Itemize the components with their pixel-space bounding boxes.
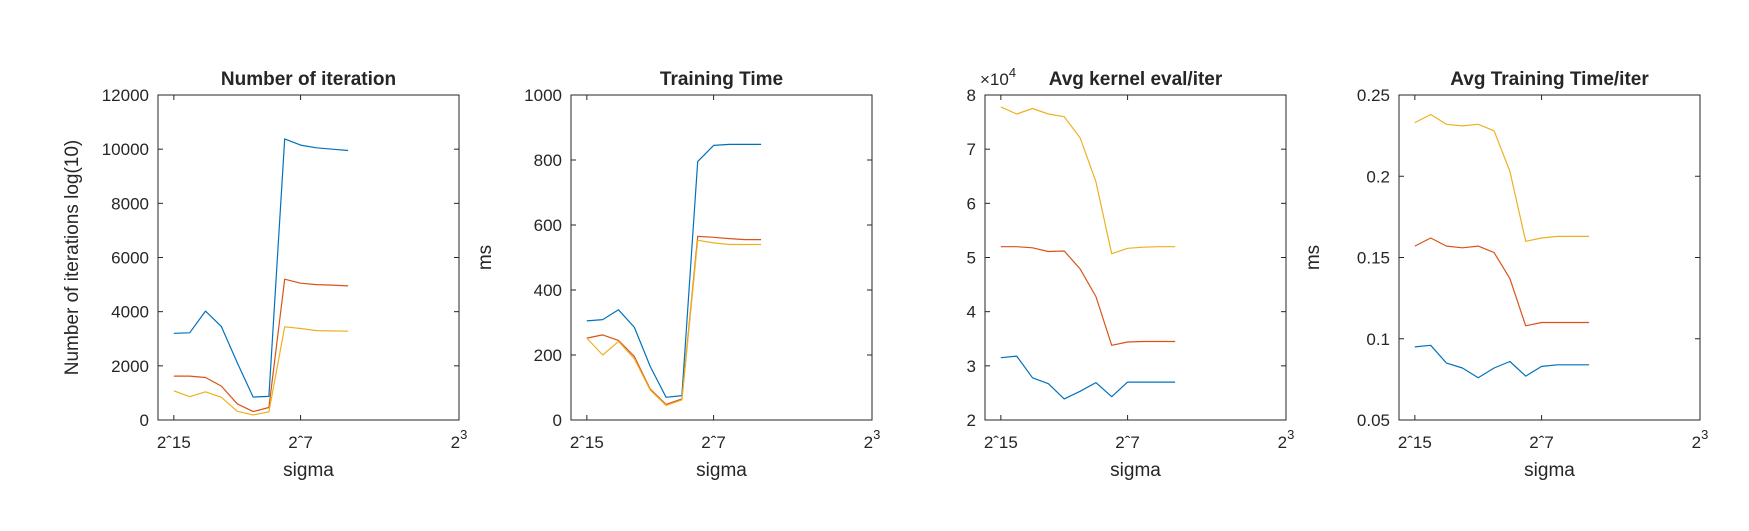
x-tick-label: 2ˆ7 — [1115, 433, 1140, 452]
series-line-3 — [586, 239, 762, 406]
y-tick-label: 400 — [534, 281, 562, 300]
chart-title: Avg kernel eval/iter — [1049, 69, 1223, 90]
axis-exponent-label: ×104 — [980, 65, 1016, 89]
series-line-2 — [173, 278, 349, 413]
y-tick-label: 3 — [967, 357, 976, 376]
y-tick-label: 0 — [140, 411, 149, 430]
chart-title: Number of iteration — [221, 69, 396, 90]
series-line-2 — [1414, 237, 1590, 327]
chart-panel-2: 0 200 400 600 800 1000 2ˆ15 2ˆ7 23 Training Time s… — [475, 69, 880, 481]
chart-panel-4: 0.05 0.1 0.15 0.2 0.25 2ˆ15 2ˆ7 23 Avg Training … — [1303, 69, 1708, 481]
y-tick-label: 6 — [967, 194, 976, 213]
y-tick-label: 4 — [967, 303, 976, 322]
x-axis-label: sigma — [1110, 460, 1161, 481]
series-line-3 — [1414, 113, 1590, 242]
y-tick-label: 0 — [553, 411, 562, 430]
y-tick-label: 0.05 — [1357, 411, 1390, 430]
series-line-1 — [586, 143, 762, 398]
x-tick-label: 2ˆ15 — [157, 433, 191, 452]
y-tick-label: 5 — [967, 249, 976, 268]
y-tick-label: 0.2 — [1366, 167, 1390, 186]
y-tick-label: 0.1 — [1366, 330, 1390, 349]
chart-title: Avg Training Time/iter — [1450, 69, 1649, 90]
series-line-2 — [1000, 246, 1176, 346]
x-tick-label: 2ˆ7 — [288, 433, 313, 452]
y-tick-label: 2000 — [111, 357, 149, 376]
x-tick-label: 2ˆ15 — [1398, 433, 1432, 452]
y-tick-label: 8000 — [111, 194, 149, 213]
series-line-1 — [173, 138, 349, 398]
y-tick-label: 0.25 — [1357, 86, 1390, 105]
x-tick-label: 2ˆ15 — [570, 433, 604, 452]
y-tick-label: 1000 — [524, 86, 562, 105]
y-tick-label: 200 — [534, 346, 562, 365]
chart-title: Training Time — [660, 69, 783, 90]
x-tick-label: 23 — [1278, 427, 1295, 452]
x-tick-label: 2ˆ7 — [1529, 433, 1554, 452]
series-line-1 — [1000, 355, 1176, 400]
y-tick-label: 12000 — [102, 86, 149, 105]
x-tick-label: 23 — [1692, 427, 1709, 452]
y-tick-label: 10000 — [102, 140, 149, 159]
y-axis-label: ms — [1303, 245, 1324, 270]
x-tick-label: 2ˆ7 — [701, 433, 726, 452]
series-line-3 — [173, 326, 349, 416]
y-axis-label: Number of iterations log(10) — [62, 140, 83, 376]
plot-area — [1398, 94, 1701, 421]
x-tick-label: 23 — [864, 427, 881, 452]
y-tick-label: 6000 — [111, 249, 149, 268]
y-tick-label: 600 — [534, 216, 562, 235]
series-line-3 — [1000, 106, 1176, 255]
x-axis-label: sigma — [696, 460, 747, 481]
x-axis-label: sigma — [283, 460, 334, 481]
y-tick-label: 2 — [967, 411, 976, 430]
y-tick-label: 800 — [534, 151, 562, 170]
y-tick-label: 8 — [967, 86, 976, 105]
plot-area — [157, 94, 460, 421]
plot-area — [984, 94, 1287, 421]
series-line-2 — [586, 235, 762, 405]
y-tick-label: 4000 — [111, 303, 149, 322]
series-line-1 — [1414, 344, 1590, 379]
y-axis-label: ms — [475, 245, 496, 270]
y-tick-label: 7 — [967, 140, 976, 159]
y-tick-label: 0.15 — [1357, 249, 1390, 268]
plot-area — [570, 94, 873, 421]
x-tick-label: 2ˆ15 — [984, 433, 1018, 452]
chart-panel-1: 0 2000 4000 6000 8000 10000 12000 2ˆ15 2ˆ7 23 Numb… — [62, 69, 467, 481]
x-tick-label: 23 — [451, 427, 468, 452]
x-axis-label: sigma — [1524, 460, 1575, 481]
